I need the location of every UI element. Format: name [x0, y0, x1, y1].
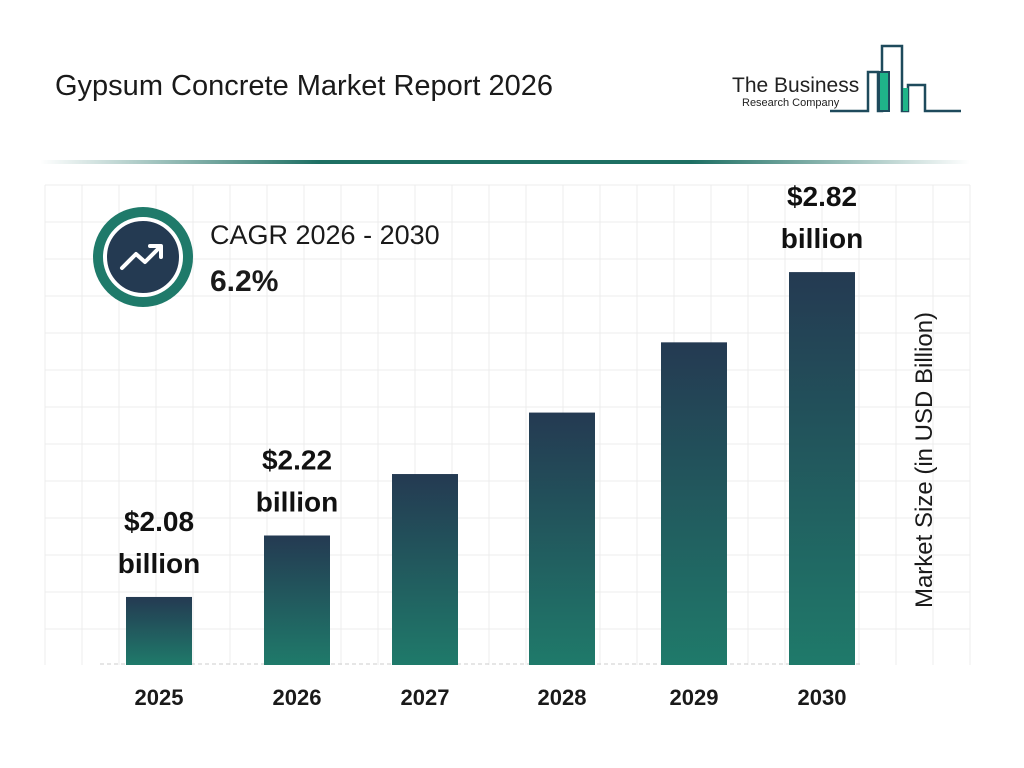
x-tick-label: 2027	[401, 685, 450, 710]
bar-2030	[789, 272, 855, 665]
bar-2025	[126, 596, 192, 665]
header-divider	[40, 160, 970, 164]
bar-2029	[661, 342, 727, 665]
cagr-label: CAGR 2026 - 2030	[210, 220, 440, 250]
cagr-value: 6.2%	[210, 265, 279, 298]
data-label-value: $2.08	[124, 506, 194, 537]
data-label-unit: billion	[256, 486, 338, 517]
bar-2026	[264, 535, 330, 665]
company-logo: The Business Research Company	[730, 44, 965, 124]
x-tick-label: 2028	[538, 685, 587, 710]
x-tick-label: 2026	[273, 685, 322, 710]
bar-2028	[529, 412, 595, 665]
data-label-unit: billion	[781, 223, 863, 254]
x-tick-label: 2030	[798, 685, 847, 710]
data-label-value: $2.82	[787, 181, 857, 212]
logo-line1: The Business	[732, 74, 859, 97]
page-title: Gypsum Concrete Market Report 2026	[55, 70, 554, 102]
y-axis-label: Market Size (in USD Billion)	[911, 311, 938, 609]
bar-2027	[392, 474, 458, 665]
logo-line2: Research Company	[742, 97, 840, 109]
x-tick-label: 2029	[670, 685, 719, 710]
x-tick-label: 2025	[135, 685, 184, 710]
data-label-value: $2.22	[262, 444, 332, 475]
data-label-unit: billion	[118, 548, 200, 579]
trending-up-icon	[93, 207, 193, 307]
